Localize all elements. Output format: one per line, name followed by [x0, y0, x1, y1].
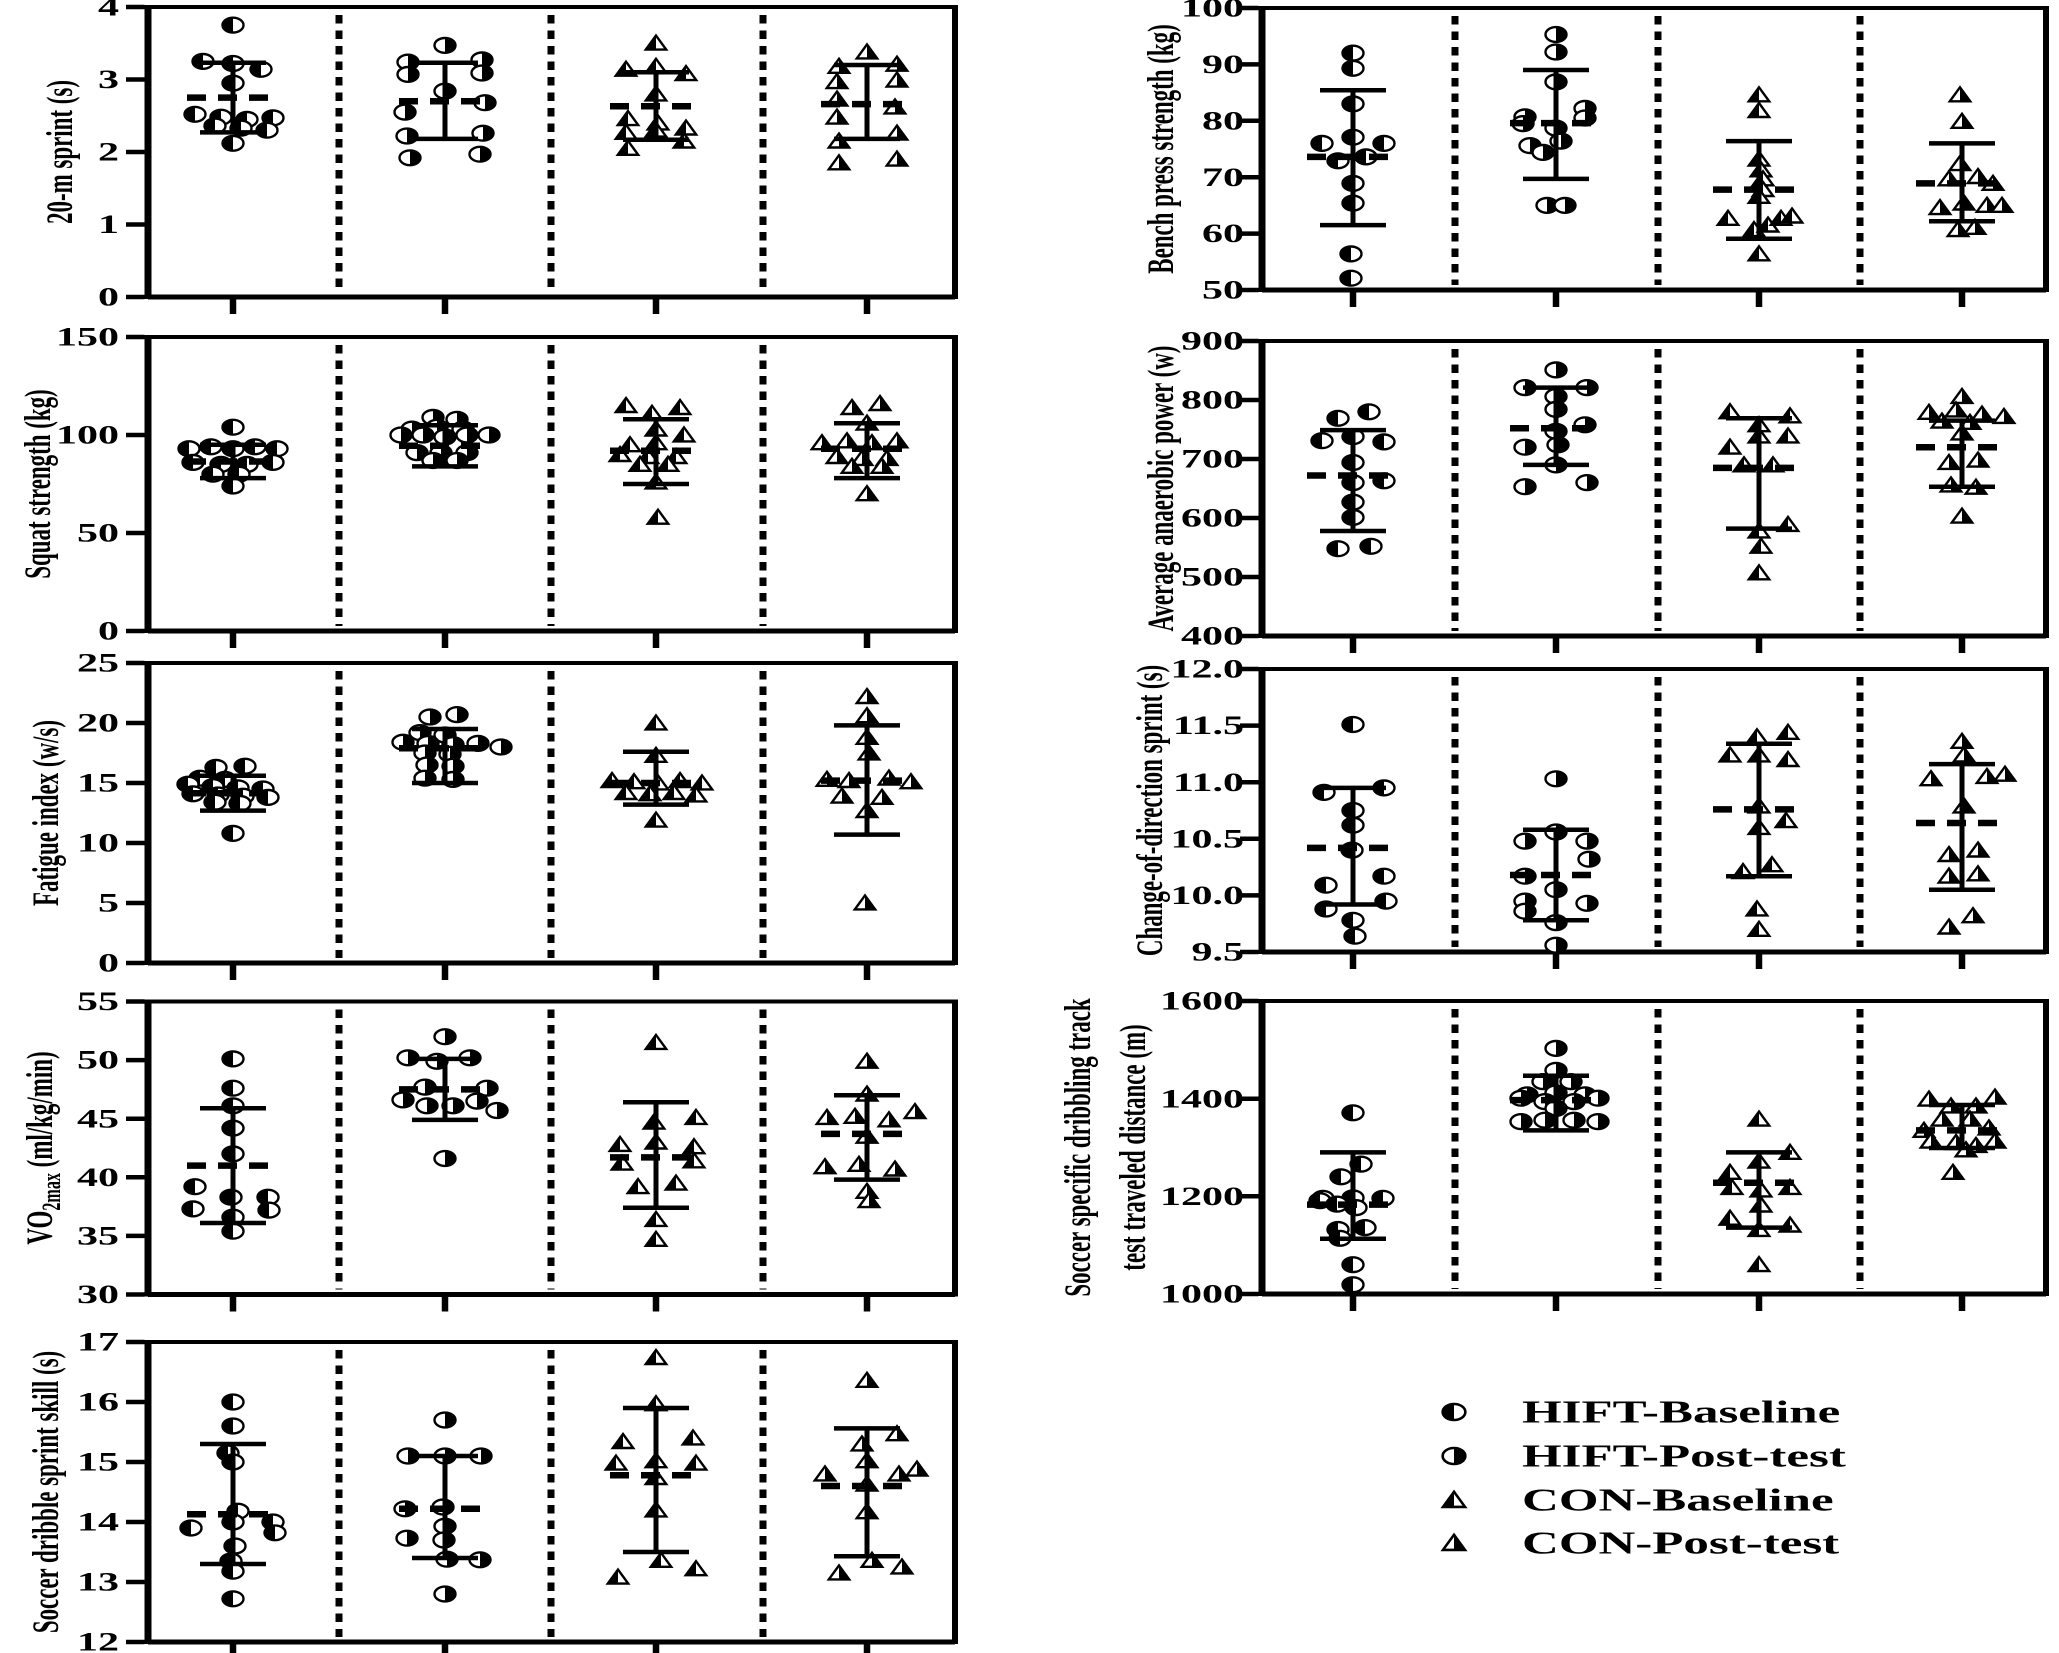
svg-text:150: 150: [56, 322, 119, 351]
svg-text:2: 2: [98, 137, 119, 166]
svg-text:Average anaerobic power (w): Average anaerobic power (w): [1141, 346, 1182, 632]
svg-text:800: 800: [1181, 385, 1244, 414]
svg-text:9.5: 9.5: [1192, 937, 1244, 966]
svg-text:HIFT-Post-test: HIFT-Post-test: [1522, 1439, 1846, 1474]
svg-text:50: 50: [1202, 275, 1244, 304]
svg-text:50: 50: [77, 518, 119, 547]
svg-text:12.0: 12.0: [1171, 654, 1244, 683]
svg-text:17: 17: [77, 1327, 119, 1356]
svg-text:11.0: 11.0: [1173, 768, 1244, 797]
svg-text:45: 45: [77, 1104, 119, 1133]
svg-text:100: 100: [56, 420, 119, 449]
svg-text:VO2max (ml/kg/min): VO2max (ml/kg/min): [20, 1051, 66, 1244]
svg-text:900: 900: [1181, 326, 1244, 355]
svg-text:HIFT-Baseline: HIFT-Baseline: [1522, 1395, 1840, 1430]
svg-text:1000: 1000: [1160, 1279, 1244, 1308]
svg-text:600: 600: [1181, 503, 1244, 532]
svg-text:80: 80: [1202, 106, 1244, 135]
svg-text:Soccer specific dribbling trac: Soccer specific dribbling track: [1058, 998, 1099, 1297]
svg-text:100: 100: [1181, 0, 1244, 23]
svg-text:10.5: 10.5: [1171, 824, 1244, 853]
svg-text:10.0: 10.0: [1171, 881, 1244, 910]
svg-text:1600: 1600: [1160, 986, 1244, 1015]
svg-text:30: 30: [77, 1280, 119, 1309]
svg-text:4: 4: [98, 0, 119, 22]
svg-text:60: 60: [1202, 219, 1244, 248]
svg-text:CON-Baseline: CON-Baseline: [1522, 1483, 1834, 1518]
svg-text:Soccer dribble sprint skill (s: Soccer dribble sprint skill (s): [26, 1351, 67, 1633]
svg-text:16: 16: [77, 1387, 119, 1416]
svg-text:Squat strength (kg): Squat strength (kg): [18, 389, 59, 578]
svg-text:50: 50: [77, 1046, 119, 1075]
svg-text:700: 700: [1181, 444, 1244, 473]
svg-text:1200: 1200: [1160, 1182, 1244, 1211]
svg-text:14: 14: [77, 1507, 119, 1536]
svg-text:0: 0: [98, 616, 119, 645]
svg-text:40: 40: [77, 1163, 119, 1192]
svg-text:90: 90: [1202, 50, 1244, 79]
svg-text:15: 15: [77, 1447, 119, 1476]
svg-text:Bench press strength (kg): Bench press strength (kg): [1141, 24, 1182, 273]
svg-text:Change-of-direction sprint (s): Change-of-direction sprint (s): [1130, 665, 1171, 956]
svg-text:5: 5: [98, 888, 119, 917]
svg-text:20: 20: [77, 708, 119, 737]
svg-text:0: 0: [98, 948, 119, 977]
svg-text:3: 3: [98, 65, 119, 94]
svg-text:12: 12: [77, 1627, 119, 1653]
svg-text:70: 70: [1202, 163, 1244, 192]
svg-text:500: 500: [1181, 562, 1244, 591]
svg-text:0: 0: [98, 282, 119, 311]
svg-text:20-m sprint (s): 20-m sprint (s): [40, 80, 81, 224]
svg-text:10: 10: [77, 828, 119, 857]
svg-text:11.5: 11.5: [1173, 711, 1244, 740]
svg-text:13: 13: [77, 1567, 119, 1596]
svg-text:35: 35: [77, 1221, 119, 1250]
svg-text:55: 55: [77, 987, 119, 1016]
svg-text:CON-Post-test: CON-Post-test: [1522, 1526, 1839, 1561]
svg-text:Fatigue index (w/s): Fatigue index (w/s): [26, 720, 67, 906]
svg-text:test traveled distance (m): test traveled distance (m): [1113, 1024, 1154, 1270]
svg-text:1: 1: [98, 210, 119, 239]
svg-text:400: 400: [1181, 621, 1244, 650]
svg-text:1400: 1400: [1160, 1084, 1244, 1113]
svg-text:15: 15: [77, 768, 119, 797]
svg-text:25: 25: [77, 648, 119, 677]
